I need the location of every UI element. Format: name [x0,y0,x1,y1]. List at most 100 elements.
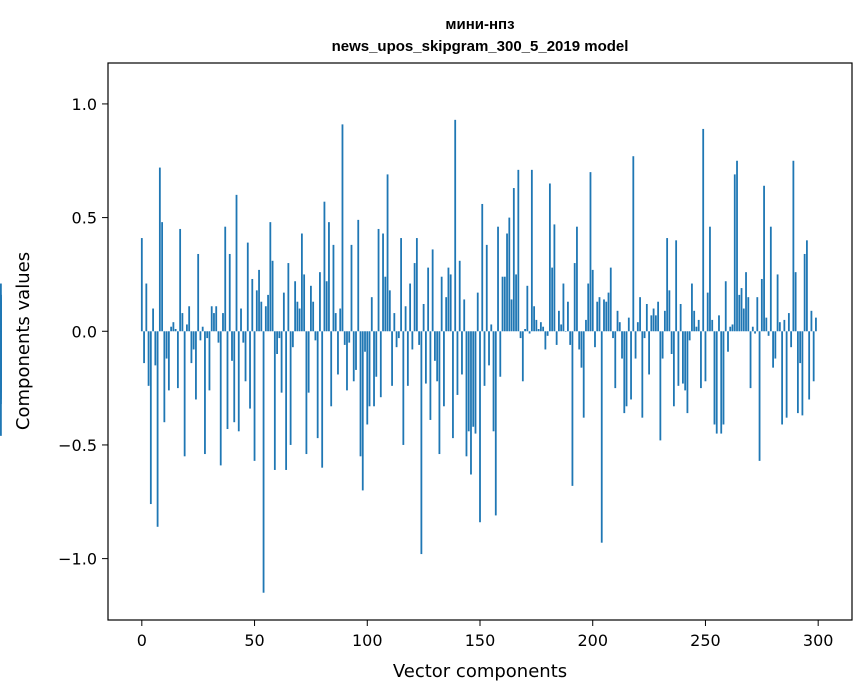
bar [659,331,662,441]
bar [787,313,790,332]
bar [314,331,317,341]
bar [186,324,188,332]
bar [756,297,759,332]
bar [181,313,184,332]
bar [672,331,675,407]
bar [436,331,439,382]
bar [767,331,770,336]
bar [742,308,745,332]
bar [217,331,220,343]
bar [799,331,802,364]
bar [465,331,468,457]
bar [348,331,351,343]
y-tick-label: −1.0 [58,550,97,569]
bar [443,331,445,407]
bar [201,326,204,332]
y-tick-label: 1.0 [72,95,97,114]
bar [458,260,461,332]
bar [481,203,484,332]
bar [625,331,628,407]
bar [521,331,524,382]
bar [544,331,547,350]
bar [449,274,452,332]
bar [528,331,531,334]
bar [591,269,594,332]
bar [339,308,342,332]
bar [632,156,635,332]
y-tick-label: −0.5 [58,436,97,455]
bar [594,331,596,348]
bar [404,306,407,332]
bar [0,324,2,332]
x-axis: 0 50 100 150 200 250 300 [137,620,833,650]
bar [434,331,436,361]
bar [765,317,768,332]
bar [375,331,378,377]
bar [537,329,540,332]
bar [355,331,357,370]
bar [176,331,179,389]
bar [149,331,152,505]
bar [368,331,371,407]
bar [589,172,592,332]
bar [485,244,488,332]
bar [663,310,666,332]
bar [224,226,227,332]
bar [704,331,707,382]
bar [783,319,786,332]
bar [718,315,720,332]
bar [790,331,793,348]
bar [235,194,238,332]
bar [388,290,391,332]
bar [262,331,265,593]
bar [657,301,660,332]
bar [244,331,247,382]
bar [379,331,382,398]
bar [630,331,632,400]
bar [447,267,450,332]
bar [370,297,373,332]
bar [645,303,648,332]
bar [555,331,558,345]
bar-series [0,119,817,593]
bar [763,185,765,332]
bar [738,294,741,332]
bar [515,274,517,332]
bar [476,292,479,332]
bar [325,281,328,332]
bar [715,331,718,434]
bar [562,283,565,332]
bar [600,331,603,543]
bar [251,278,254,332]
bar [494,331,497,516]
bar [720,331,723,434]
bar [740,288,743,332]
bar [564,331,567,332]
bar [652,308,655,332]
bar [733,174,736,332]
bar [280,331,283,393]
bar [781,331,784,425]
bar [571,331,574,486]
bar [321,331,324,468]
bar [472,331,475,427]
bar [406,331,409,386]
bar [519,331,522,339]
bar [429,331,432,420]
bar [249,331,251,409]
bar [377,228,380,332]
bar [490,324,493,332]
bar [213,313,215,332]
bar [384,276,387,332]
bar [179,228,182,332]
bar [760,278,763,332]
bar [551,267,554,332]
bar [548,183,551,332]
bar [578,331,581,350]
bar [312,301,315,332]
bar [778,322,781,332]
bar [158,167,161,332]
bar [269,222,272,332]
bar [310,285,312,332]
